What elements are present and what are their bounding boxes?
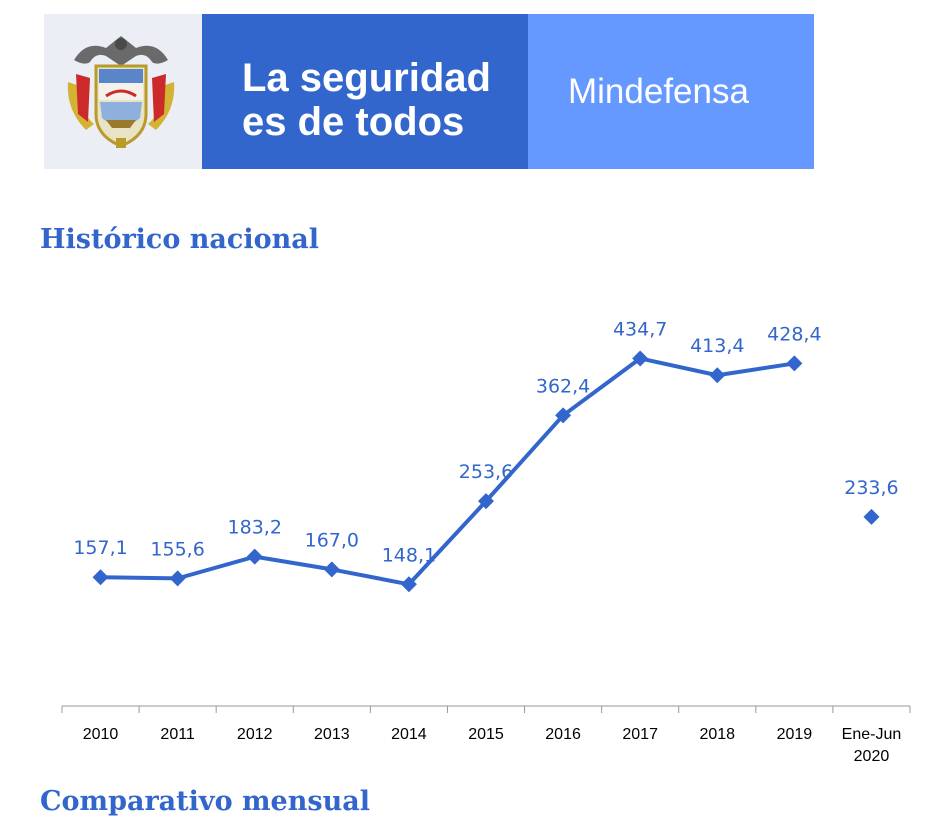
x-tick-label: 2011 — [160, 726, 195, 743]
slogan-line-1: La seguridad — [242, 56, 491, 100]
data-label: 183,2 — [228, 517, 282, 539]
data-point-marker — [709, 367, 726, 384]
data-label: 253,6 — [459, 461, 513, 483]
x-tick-label: 2018 — [699, 726, 735, 743]
slogan-panel: La seguridad es de todos — [202, 14, 528, 169]
data-point-marker — [786, 355, 803, 372]
x-tick-label: 2015 — [468, 726, 504, 743]
coat-of-arms-panel — [44, 14, 202, 169]
x-tick-label: 2012 — [237, 726, 273, 743]
series-line — [100, 356, 795, 587]
historico-line-chart: 2010 2011 2012 2013 2014 2015 2016 2017 2018 2019… — [61, 318, 911, 765]
data-label: 428,4 — [767, 323, 821, 345]
section-title-historico: Histórico nacional — [40, 224, 319, 255]
x-tick-label: 2013 — [314, 726, 350, 743]
data-point-marker — [92, 569, 109, 586]
header-banner: La seguridad es de todos Mindefensa — [44, 14, 814, 169]
data-point-marker — [400, 576, 417, 593]
data-point-marker — [169, 570, 186, 587]
data-label: 434,7 — [613, 318, 667, 340]
data-label: 148,1 — [382, 544, 436, 566]
data-point-marker — [632, 350, 649, 367]
section-title-comparativo: Comparativo mensual — [40, 786, 370, 817]
x-tick-label: 2019 — [777, 726, 813, 743]
data-label: 157,1 — [73, 537, 127, 559]
ministry-panel: Mindefensa — [528, 14, 814, 169]
data-point-marker — [555, 407, 572, 424]
data-label: 155,6 — [150, 538, 204, 560]
data-point-marker — [246, 548, 263, 565]
data-label: 362,4 — [536, 375, 590, 397]
data-label: 413,4 — [690, 335, 744, 357]
colombia-coat-of-arms-logo — [67, 36, 175, 148]
x-tick-label: 2016 — [545, 726, 581, 743]
data-label: 233,6 — [844, 477, 898, 499]
x-tick-label: 2017 — [622, 726, 658, 743]
x-tick-label: 2010 — [83, 726, 119, 743]
data-label: 167,0 — [305, 529, 359, 551]
data-point-marker — [863, 508, 880, 525]
ministry-label: Mindefensa — [568, 72, 749, 111]
data-point-marker — [478, 493, 494, 510]
x-tick-label: 2014 — [391, 726, 427, 743]
x-tick-label: Ene-Jun 2020 — [842, 726, 902, 765]
slogan-line-2: es de todos — [242, 100, 465, 144]
data-point-marker — [323, 561, 340, 578]
